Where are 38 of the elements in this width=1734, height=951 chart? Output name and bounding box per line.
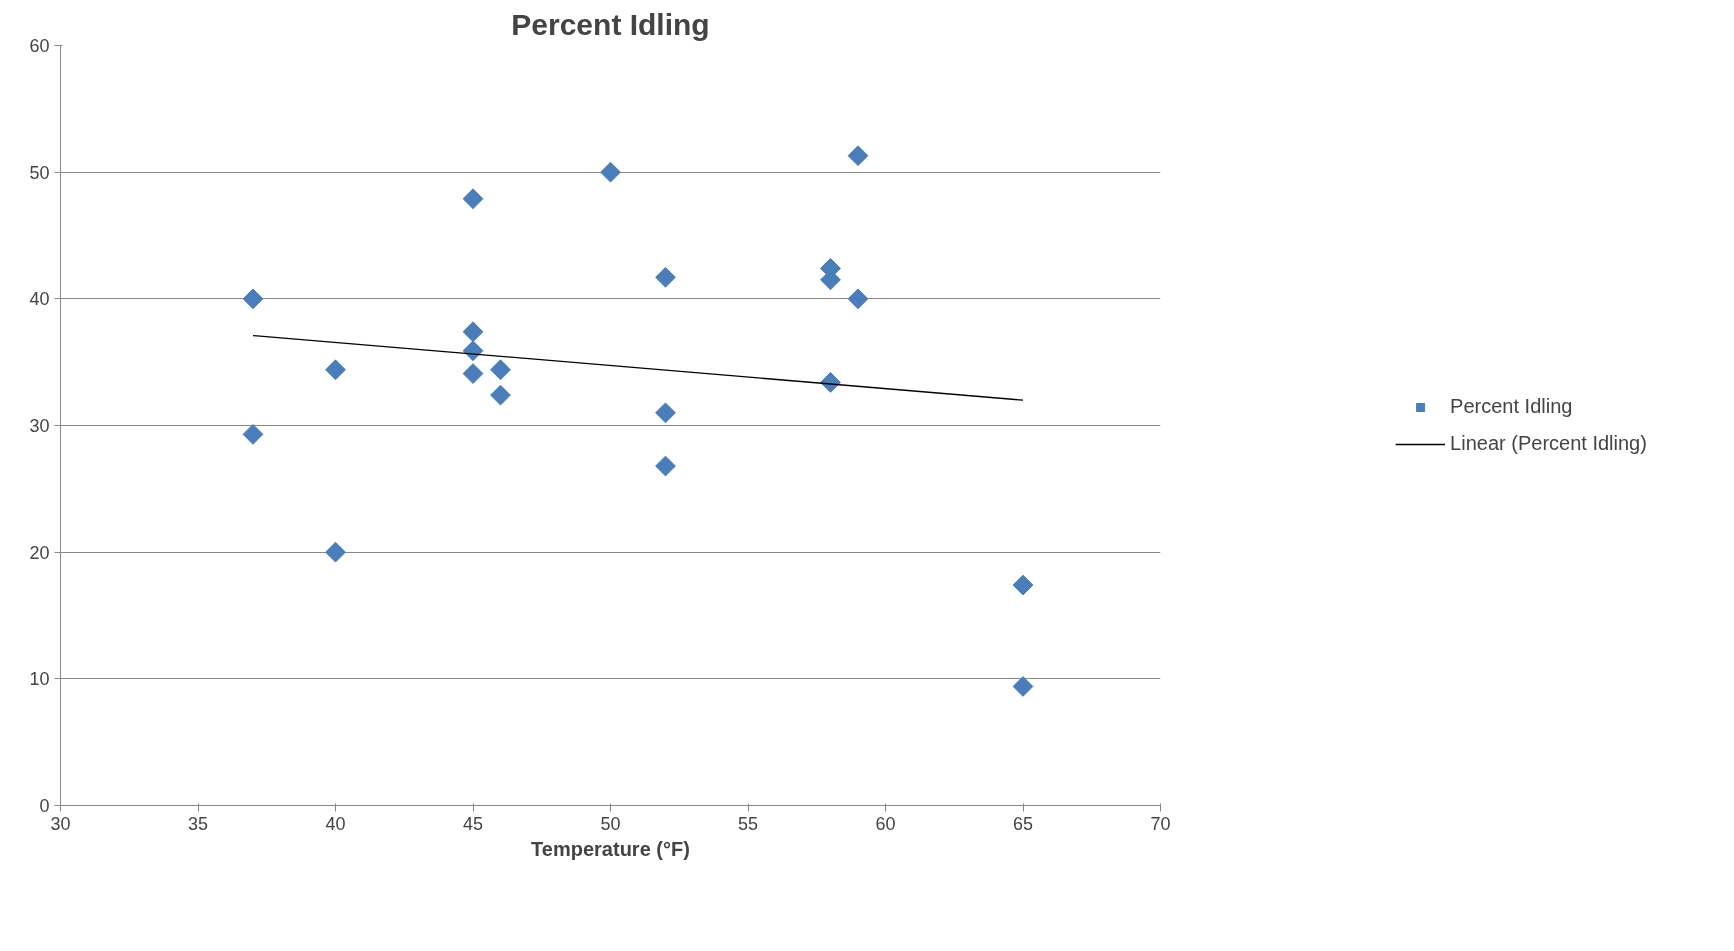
point xyxy=(462,321,484,343)
point xyxy=(490,359,511,381)
point xyxy=(847,145,869,167)
point xyxy=(462,340,484,362)
y-tick-label: 40 xyxy=(29,289,50,310)
point xyxy=(242,423,264,445)
x-tick-label: 50 xyxy=(600,813,621,834)
point xyxy=(600,161,621,183)
point xyxy=(655,266,676,288)
point xyxy=(1012,676,1034,697)
x-tick-label: 70 xyxy=(1150,813,1171,834)
x-tick-label: 60 xyxy=(875,813,896,834)
x-tick-label: 55 xyxy=(737,813,759,834)
legend-label: Linear (Percent Idling) xyxy=(1450,432,1647,455)
y-tick-label: 20 xyxy=(29,542,50,563)
point xyxy=(462,188,484,210)
x-axis-title: Temperature (°F) xyxy=(531,837,690,860)
point xyxy=(847,288,869,310)
x-tick-label: 30 xyxy=(50,813,71,834)
point xyxy=(490,384,511,406)
y-tick-label: 60 xyxy=(29,36,50,56)
y-tick-label: 30 xyxy=(29,416,50,436)
point xyxy=(655,455,676,477)
x-tick-label: 35 xyxy=(187,813,209,834)
point xyxy=(1012,574,1034,596)
chart-title: Percent Idling xyxy=(511,7,710,41)
point xyxy=(462,363,484,384)
point xyxy=(325,541,346,563)
legend-label: Percent Idling xyxy=(1450,395,1573,418)
point xyxy=(655,402,676,424)
y-tick-label: 10 xyxy=(29,669,50,690)
x-tick-label: 45 xyxy=(462,813,484,834)
x-tick-label: 40 xyxy=(325,813,346,834)
x-tick-label: 65 xyxy=(1012,813,1034,834)
y-tick-label: 50 xyxy=(29,162,50,183)
y-tick-label: 0 xyxy=(39,796,50,816)
point xyxy=(325,359,346,381)
point xyxy=(242,288,264,310)
